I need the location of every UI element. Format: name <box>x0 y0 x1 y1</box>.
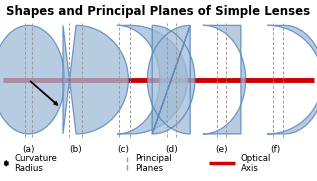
Polygon shape <box>267 25 317 134</box>
Text: Optical
Axis: Optical Axis <box>241 154 271 173</box>
Polygon shape <box>117 25 187 134</box>
Text: Curvature
Radius: Curvature Radius <box>14 154 57 173</box>
Polygon shape <box>63 25 128 134</box>
Text: (e): (e) <box>216 145 228 154</box>
Polygon shape <box>203 25 246 134</box>
Text: (a): (a) <box>22 145 35 154</box>
Text: (c): (c) <box>118 145 130 154</box>
Text: Shapes and Principal Planes of Simple Lenses: Shapes and Principal Planes of Simple Le… <box>6 5 311 18</box>
Text: (d): (d) <box>165 145 178 154</box>
Text: (f): (f) <box>271 145 281 154</box>
Text: Principal
Planes: Principal Planes <box>135 154 171 173</box>
Text: (b): (b) <box>70 145 82 154</box>
Polygon shape <box>147 25 195 134</box>
Polygon shape <box>0 25 65 134</box>
